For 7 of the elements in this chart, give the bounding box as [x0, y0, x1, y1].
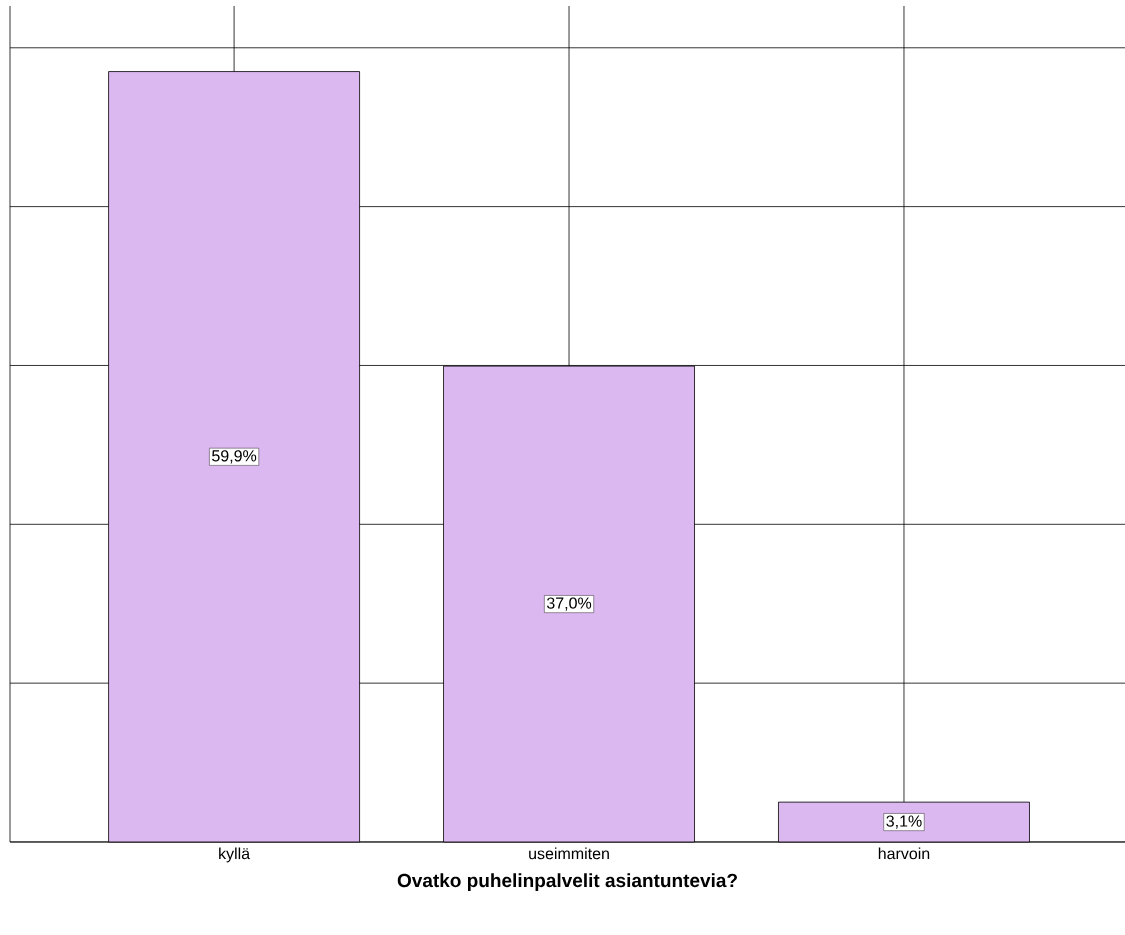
data-label: 3,1%	[886, 815, 922, 829]
x-tick-label: harvoin	[878, 847, 930, 860]
x-tick-label: kyllä	[219, 847, 251, 863]
data-label: 59,9%	[212, 450, 257, 464]
data-label: 37,0%	[546, 597, 592, 611]
x-axis-title: Ovatko puhelinpalvelit asiantuntevia?	[397, 873, 737, 891]
x-tick-label: useimmiten	[529, 847, 609, 860]
